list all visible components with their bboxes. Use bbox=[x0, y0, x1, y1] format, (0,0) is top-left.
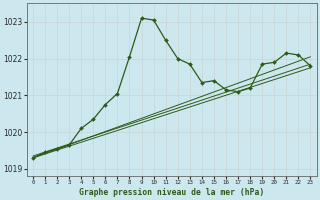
X-axis label: Graphe pression niveau de la mer (hPa): Graphe pression niveau de la mer (hPa) bbox=[79, 188, 264, 197]
